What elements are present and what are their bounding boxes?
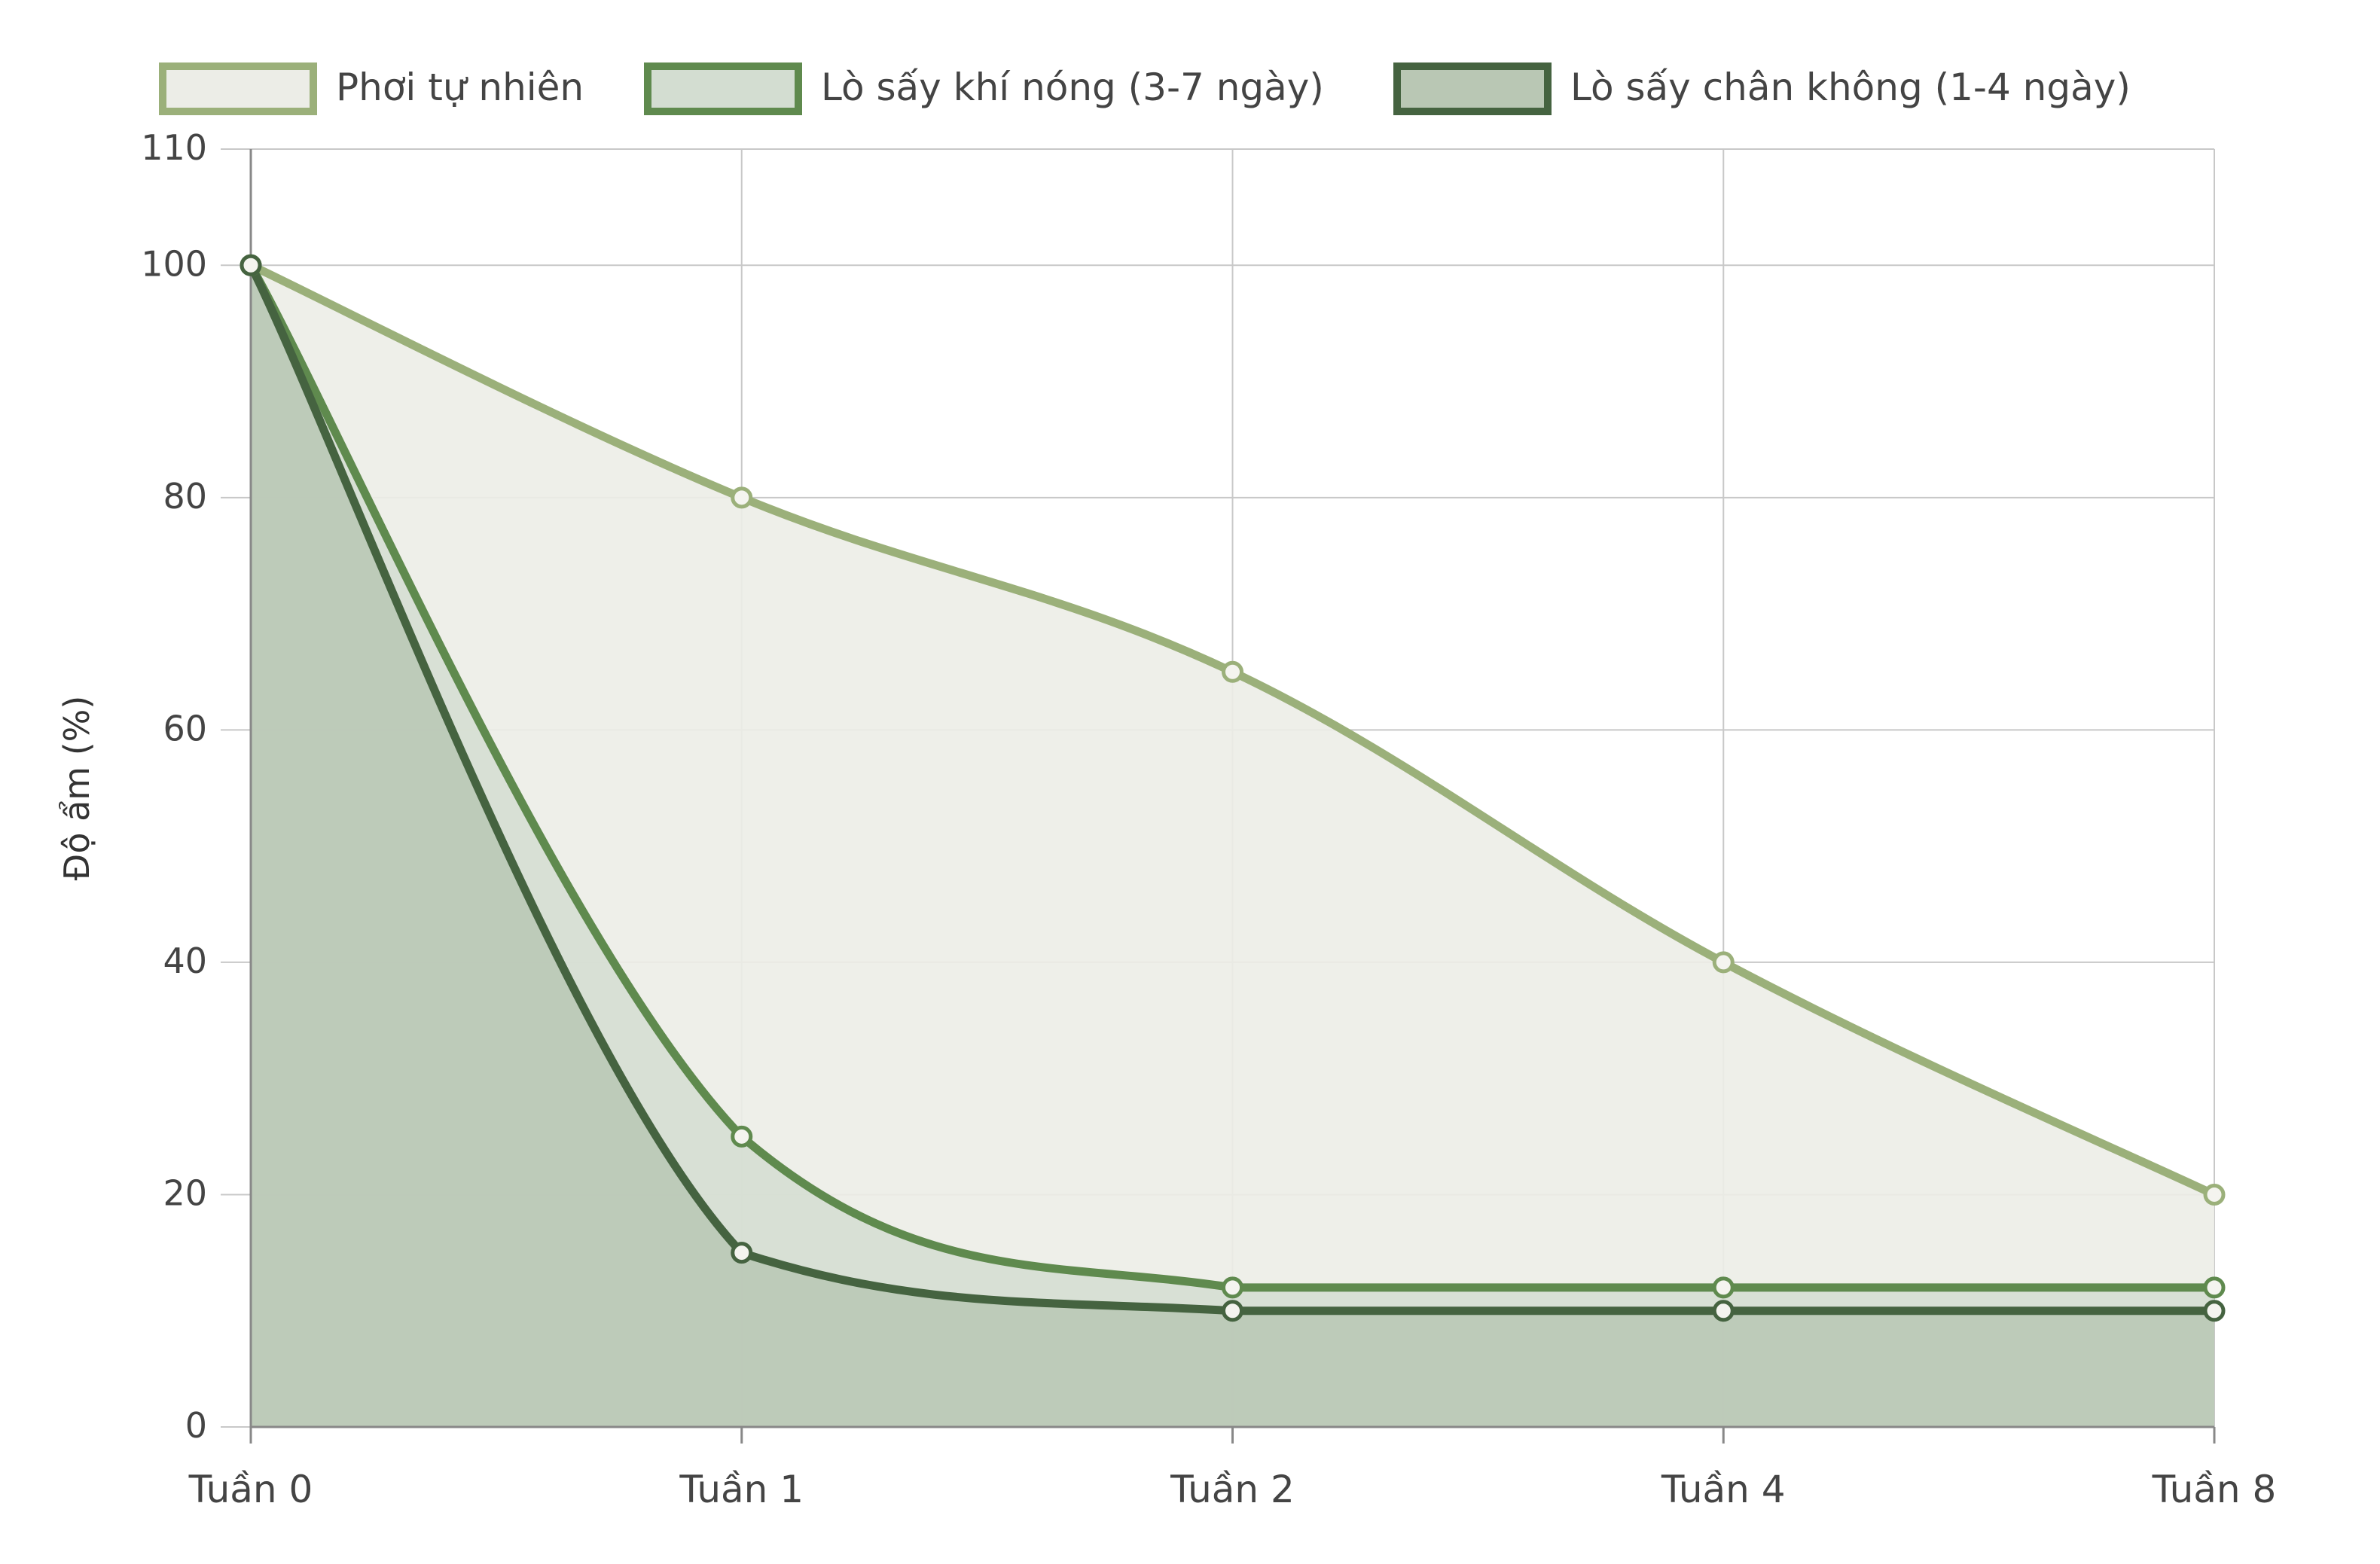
data-point-series-3 [240,254,262,276]
x-tick-label: Tuần 0 [188,1468,313,1511]
chart-legend: Phơi tự nhiên Lò sấy khí nóng (3-7 ngày) L… [159,62,2131,115]
data-point-series-2 [1712,1276,1735,1299]
line-series-3 [246,261,2219,1316]
x-tick-label: Tuần 1 [679,1468,804,1511]
data-point-series-3 [2203,1300,2226,1322]
y-tick-label: 40 [163,941,207,981]
legend-label-series-1: Phơi tự nhiên [336,66,584,109]
data-point-series-2 [731,1125,753,1148]
y-axis-title: Độ ẩm (%) [56,696,97,881]
legend-swatch-series-2 [644,62,802,115]
y-tick-label: 60 [163,708,207,748]
data-point-series-1 [1222,660,1243,683]
y-tick-label: 0 [185,1405,207,1446]
data-point-series-3 [731,1242,753,1264]
x-tick-label: Tuần 4 [1661,1468,1786,1511]
x-tick-label: Tuần 8 [2152,1468,2277,1511]
y-tick-label: 20 [163,1172,207,1213]
data-point-series-2 [2203,1276,2226,1299]
legend-swatch-series-3 [1393,62,1552,115]
y-tick-label: 110 [141,127,207,168]
data-point-series-2 [1222,1276,1243,1299]
label-layer: 0 20 40 60 80 100 110 Tuần 0 Tuần 1 Tuần 2 Tuần 4 T… [56,127,2276,1511]
point-layer [240,254,2226,1322]
legend-label-series-2: Lò sấy khí nóng (3-7 ngày) [821,66,1324,109]
data-point-series-3 [1222,1300,1243,1322]
axis-layer [249,149,2216,1444]
y-tick-label: 100 [141,243,207,284]
x-tick-label: Tuần 2 [1170,1468,1295,1511]
data-point-series-1 [731,486,753,509]
line-series-2 [246,261,2219,1292]
data-point-series-3 [1712,1300,1735,1322]
legend-label-series-3: Lò sấy chân không (1-4 ngày) [1570,66,2131,109]
data-point-series-1 [1712,951,1735,974]
legend-swatch-series-1 [159,62,317,115]
data-point-series-1 [2203,1183,2226,1206]
y-tick-label: 80 [163,476,207,517]
